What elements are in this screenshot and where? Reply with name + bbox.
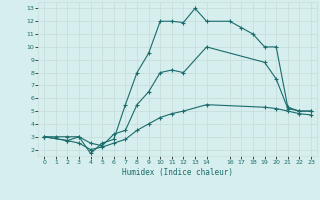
X-axis label: Humidex (Indice chaleur): Humidex (Indice chaleur): [122, 168, 233, 177]
